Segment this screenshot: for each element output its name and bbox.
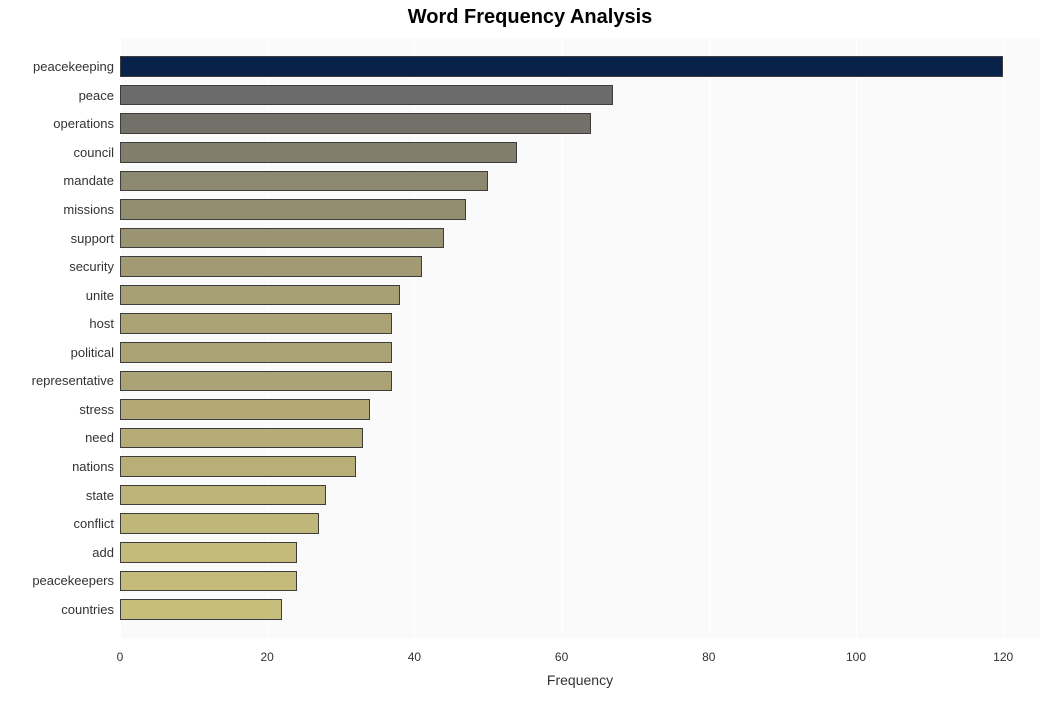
bar-row — [120, 285, 1040, 306]
bar-row — [120, 456, 1040, 477]
bar-row — [120, 399, 1040, 420]
bar-row — [120, 571, 1040, 592]
x-tick-label: 80 — [702, 650, 715, 664]
y-tick-label: mandate — [63, 174, 114, 187]
bar — [120, 85, 613, 106]
y-tick-label: countries — [61, 603, 114, 616]
bar-row — [120, 142, 1040, 163]
bar — [120, 371, 392, 392]
x-tick-label: 20 — [261, 650, 274, 664]
y-tick-label: conflict — [74, 517, 114, 530]
bar — [120, 256, 422, 277]
x-tick-label: 0 — [117, 650, 124, 664]
bar-row — [120, 228, 1040, 249]
bar-row — [120, 599, 1040, 620]
y-tick-label: host — [89, 317, 114, 330]
y-tick-label: state — [86, 489, 114, 502]
bar — [120, 571, 297, 592]
bar-row — [120, 542, 1040, 563]
bar — [120, 56, 1003, 77]
y-tick-label: peacekeepers — [32, 574, 114, 587]
bar — [120, 285, 400, 306]
x-tick-label: 100 — [846, 650, 866, 664]
y-tick-label: operations — [53, 117, 114, 130]
bar — [120, 513, 319, 534]
y-tick-label: peace — [79, 89, 114, 102]
y-tick-label: peacekeeping — [33, 60, 114, 73]
bar — [120, 113, 591, 134]
x-tick-label: 120 — [993, 650, 1013, 664]
bar — [120, 313, 392, 334]
bar — [120, 599, 282, 620]
chart-title: Word Frequency Analysis — [0, 6, 1060, 29]
bar — [120, 428, 363, 449]
y-tick-label: need — [85, 431, 114, 444]
y-tick-label: missions — [63, 203, 114, 216]
bar — [120, 199, 466, 220]
bar-row — [120, 513, 1040, 534]
x-tick-label: 40 — [408, 650, 421, 664]
bar — [120, 142, 517, 163]
y-tick-label: council — [74, 146, 114, 159]
y-tick-label: unite — [86, 289, 114, 302]
bar-row — [120, 485, 1040, 506]
y-tick-label: nations — [72, 460, 114, 473]
y-tick-label: political — [71, 346, 114, 359]
y-tick-label: representative — [32, 374, 114, 387]
x-axis-label: Frequency — [547, 672, 613, 688]
bar-row — [120, 56, 1040, 77]
bar-row — [120, 113, 1040, 134]
word-frequency-chart: Word Frequency Analysis Frequency 0 20 40 6… — [0, 0, 1060, 701]
bar-row — [120, 199, 1040, 220]
y-tick-label: add — [92, 546, 114, 559]
bar-row — [120, 171, 1040, 192]
y-tick-label: stress — [79, 403, 114, 416]
bar — [120, 485, 326, 506]
y-tick-label: support — [71, 232, 114, 245]
bar-row — [120, 342, 1040, 363]
bar — [120, 542, 297, 563]
bar — [120, 342, 392, 363]
bar-row — [120, 313, 1040, 334]
bar — [120, 399, 370, 420]
plot-area — [120, 38, 1040, 638]
y-tick-label: security — [69, 260, 114, 273]
bar — [120, 171, 488, 192]
bar-row — [120, 256, 1040, 277]
bar-row — [120, 428, 1040, 449]
x-tick-label: 60 — [555, 650, 568, 664]
bar-row — [120, 371, 1040, 392]
bar — [120, 456, 356, 477]
bar-row — [120, 85, 1040, 106]
bar — [120, 228, 444, 249]
